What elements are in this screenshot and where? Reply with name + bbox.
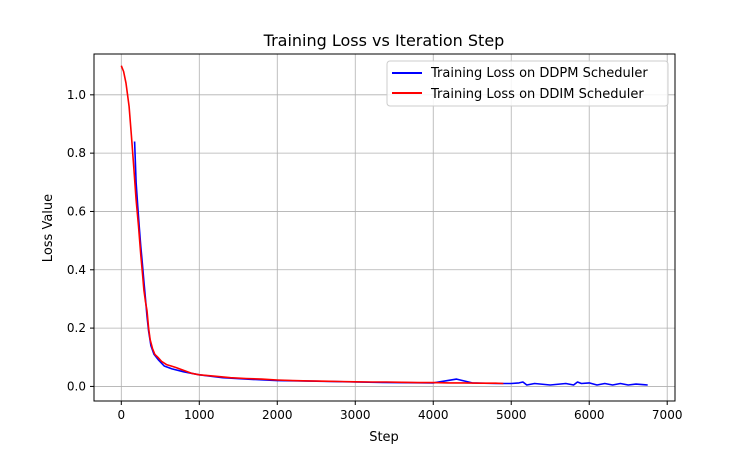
x-tick-label: 0 <box>117 408 125 422</box>
ddpm-loss-line <box>133 141 648 386</box>
x-tick-label: 3000 <box>340 408 371 422</box>
y-tick-label: 0.4 <box>67 263 86 277</box>
series-lines <box>120 65 648 386</box>
x-tick-label: 4000 <box>418 408 449 422</box>
legend: Training Loss on DDPM Scheduler Training… <box>386 60 669 107</box>
plot-frame <box>93 53 676 402</box>
legend-ddim-label: Training Loss on DDIM Scheduler <box>430 87 644 102</box>
x-tick-label: 1000 <box>184 408 215 422</box>
x-axis-label: Step <box>369 430 399 445</box>
y-tick-label: 0.2 <box>67 321 86 335</box>
y-tick-label: 1.0 <box>67 88 86 102</box>
x-tick-label: 2000 <box>262 408 293 422</box>
y-tick-label: 0.6 <box>67 204 86 218</box>
legend-ddpm-label: Training Loss on DDPM Scheduler <box>430 66 648 81</box>
chart-title: Training Loss vs Iteration Step <box>263 31 505 50</box>
x-tick-label: 6000 <box>574 408 605 422</box>
y-tick-label: 0.0 <box>67 379 86 393</box>
y-tick-label: 0.8 <box>67 146 86 160</box>
x-tick-label: 7000 <box>652 408 683 422</box>
ddim-loss-line <box>120 65 504 385</box>
y-axis-label: Loss Value <box>41 194 56 262</box>
axis-ticks: 0 1000 2000 3000 4000 5000 6000 7000 0.0 0.2 0.4 0.… <box>67 88 683 422</box>
legend-box <box>386 60 669 107</box>
x-tick-label: 5000 <box>496 408 527 422</box>
